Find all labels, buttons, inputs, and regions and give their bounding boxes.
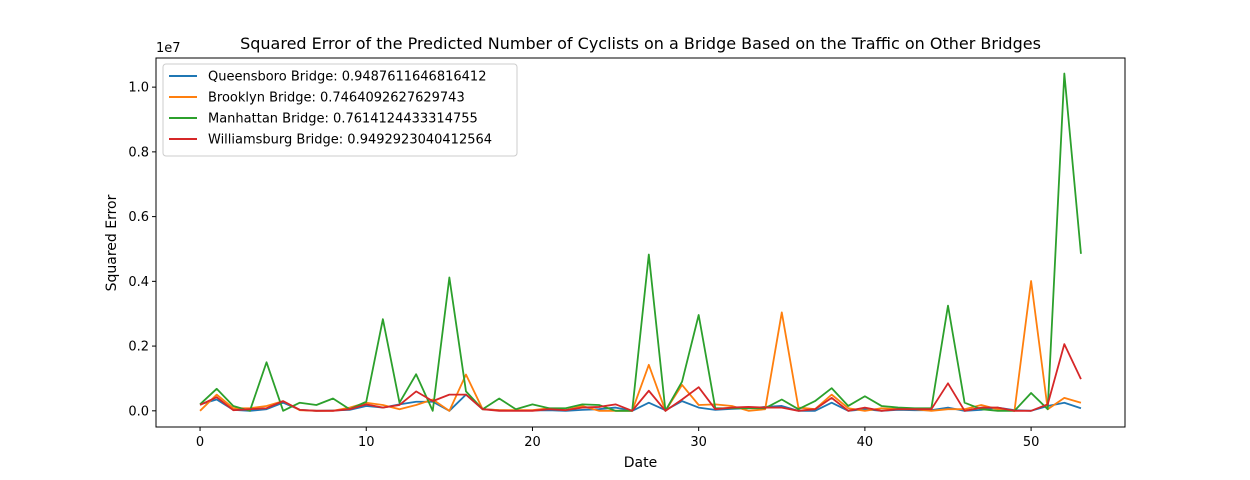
x-tick-label: 20 bbox=[524, 435, 541, 450]
y-axis-scale-label: 1e7 bbox=[156, 41, 181, 56]
y-tick-label: 0.4 bbox=[128, 275, 149, 290]
legend-label-2: Brooklyn Bridge: 0.7464092627629743 bbox=[208, 91, 465, 106]
y-axis: 0.0 0.2 0.4 0.6 0.8 1.0 bbox=[128, 81, 156, 419]
series-line-3 bbox=[199, 72, 1082, 412]
series-line-4 bbox=[199, 343, 1082, 412]
plot-area bbox=[155, 57, 1126, 428]
y-tick-label: 0.2 bbox=[128, 340, 149, 355]
legend-label-4: Williamsburg Bridge: 0.9492923040412564 bbox=[208, 133, 492, 148]
axes-frame bbox=[155, 57, 1126, 428]
x-tick-label: 50 bbox=[1023, 435, 1040, 450]
x-tick-label: 0 bbox=[196, 435, 204, 450]
x-axis: 0 10 20 30 40 50 bbox=[196, 427, 1039, 450]
y-axis-label: Squared Error bbox=[104, 194, 120, 291]
x-axis-label: Date bbox=[624, 455, 657, 471]
legend-label-1: Queensboro Bridge: 0.9487611646816412 bbox=[208, 70, 486, 85]
legend-box bbox=[162, 63, 518, 157]
y-tick-label: 0.8 bbox=[128, 145, 149, 160]
x-tick-label: 30 bbox=[690, 435, 707, 450]
x-tick-label: 10 bbox=[358, 435, 375, 450]
chart-title: Squared Error of the Predicted Number of… bbox=[240, 34, 1041, 53]
y-tick-label: 0.6 bbox=[128, 210, 149, 225]
legend-label-3: Manhattan Bridge: 0.7614124433314755 bbox=[208, 112, 478, 127]
y-tick-label: 1.0 bbox=[128, 81, 149, 96]
legend: Queensboro Bridge: 0.9487611646816412 Bro… bbox=[162, 63, 518, 157]
y-tick-label: 0.0 bbox=[128, 404, 149, 419]
x-tick-label: 40 bbox=[857, 435, 874, 450]
